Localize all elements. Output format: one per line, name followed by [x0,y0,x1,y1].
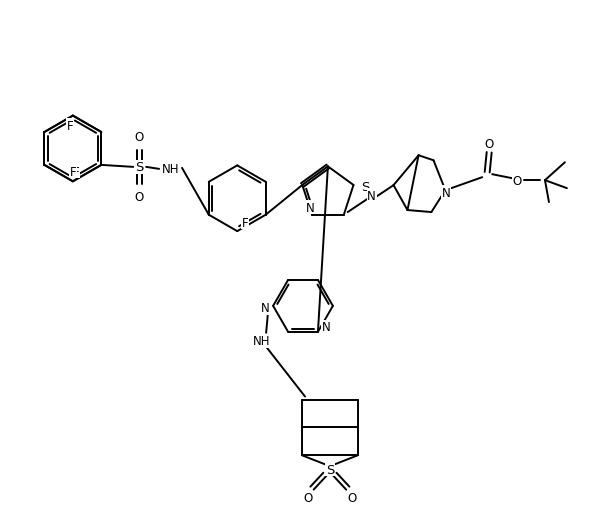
Text: O: O [484,137,494,150]
Text: N: N [306,201,314,214]
Text: NH: NH [253,335,270,347]
Text: F: F [67,120,73,133]
Text: N: N [442,186,451,199]
Text: F: F [70,166,76,178]
Text: F: F [72,166,79,178]
Text: O: O [512,174,521,187]
Text: O: O [135,191,144,204]
Text: O: O [304,491,313,503]
Text: O: O [135,131,144,144]
Text: F: F [67,120,73,133]
Text: N: N [322,321,330,334]
Text: N: N [261,302,270,315]
Text: N: N [367,189,376,202]
Text: S: S [326,463,334,476]
Text: F: F [242,216,248,229]
Text: NH: NH [162,163,180,176]
Text: O: O [347,491,356,503]
Text: S: S [361,181,370,194]
Text: S: S [135,161,143,174]
